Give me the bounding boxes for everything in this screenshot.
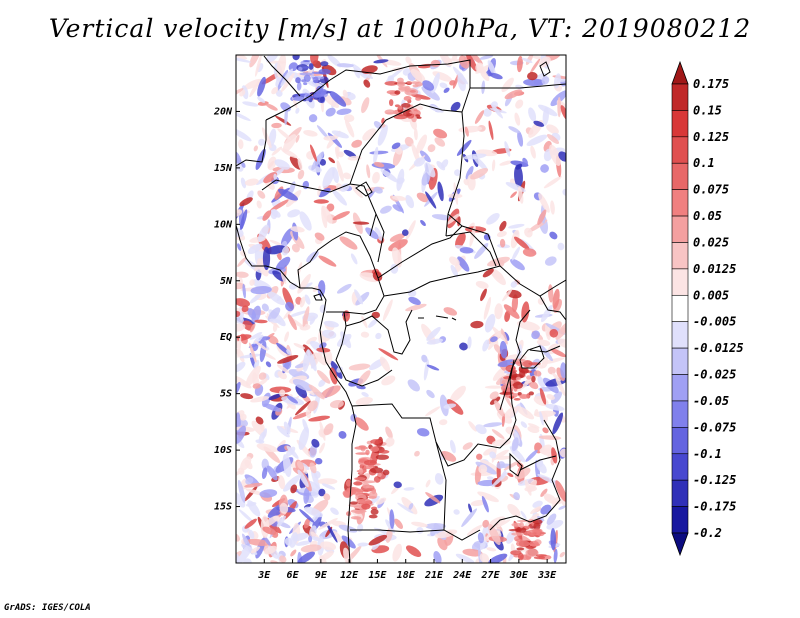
- colorbar-level-label: -0.025: [693, 368, 736, 382]
- colorbar-swatch: [671, 321, 689, 349]
- velocity-field: [236, 55, 566, 563]
- colorbar-level-label: -0.0125: [693, 341, 744, 355]
- lat-tick-label: 20N: [213, 106, 233, 117]
- lon-tick-label: 30E: [509, 570, 529, 581]
- lon-tick-label: 3E: [257, 570, 271, 581]
- lon-tick-label: 6E: [287, 570, 300, 581]
- colorbar-level-label: 0.005: [693, 288, 729, 302]
- colorbar-swatch: [671, 479, 689, 507]
- colorbar-level-label: -0.075: [693, 420, 736, 434]
- colorbar-swatch: [671, 294, 689, 323]
- colorbar-swatch: [671, 347, 689, 375]
- lat-tick-label: 10N: [214, 219, 233, 230]
- colorbar-level-label: 0.125: [693, 130, 729, 144]
- lon-tick-label: 24E: [452, 570, 472, 581]
- lat-tick-label: 5N: [220, 276, 233, 287]
- colorbar-level-label: -0.125: [693, 473, 736, 487]
- colorbar-swatch: [671, 215, 689, 243]
- colorbar-swatch: [671, 189, 689, 217]
- lat-tick-label: 10S: [214, 445, 232, 456]
- country-borders: [236, 55, 566, 563]
- colorbar-swatch: [671, 110, 689, 138]
- plot-frame: [235, 54, 567, 564]
- credit-label: GrADS: IGES/COLA: [4, 603, 91, 613]
- lon-tick-label: 21E: [424, 570, 444, 581]
- lat-tick-label: 15N: [214, 163, 233, 174]
- lon-tick-label: 27E: [481, 570, 501, 581]
- colorbar-level-label: -0.1: [693, 447, 722, 461]
- colorbar-level-label: -0.175: [693, 500, 736, 514]
- colorbar-swatch: [671, 506, 689, 534]
- lat-tick-label: 15S: [214, 502, 232, 513]
- longitude-axis: 3E 6E 9E 12E 15E 18E 21E 24E 27E 30E 33E: [257, 559, 557, 581]
- colorbar-level-label: 0.15: [693, 103, 722, 117]
- colorbar-level-label: 0.075: [693, 183, 729, 197]
- lat-tick-label: EQ: [220, 332, 232, 343]
- colorbar-swatch: [671, 400, 689, 428]
- lon-tick-label: 15E: [368, 570, 387, 581]
- lon-tick-label: 18E: [397, 570, 416, 581]
- colorbar-swatch: [671, 162, 689, 190]
- lon-tick-label: 33E: [537, 570, 557, 581]
- map-title: Vertical velocity [m/s] at 1000hPa, VT: …: [48, 14, 752, 43]
- colorbar-level-label: 0.1: [693, 156, 715, 170]
- lat-tick-label: 5S: [220, 389, 232, 400]
- colorbar-swatch: [671, 268, 689, 296]
- colorbar-level-label: 0.175: [693, 77, 729, 91]
- latitude-axis: 20N 15N 10N 5N EQ 5S 10S 15S: [213, 106, 240, 513]
- colorbar-swatch: [671, 374, 689, 402]
- colorbar-swatch: [671, 136, 689, 164]
- colorbar-level-label: 0.025: [693, 235, 729, 249]
- lon-tick-label: 12E: [340, 570, 359, 581]
- colorbar-level-label: 0.0125: [693, 262, 736, 276]
- lon-tick-label: 9E: [315, 570, 328, 581]
- colorbar-max-arrow: [671, 60, 689, 85]
- colorbar-swatch: [671, 242, 689, 270]
- colorbar-level-label: -0.2: [693, 526, 722, 540]
- colorbar-swatch: [671, 83, 689, 111]
- colorbar-swatch: [671, 453, 689, 481]
- colorbar-level-label: -0.05: [693, 394, 729, 408]
- colorbar-level-label: -0.005: [693, 315, 736, 329]
- colorbar: 0.175 0.15 0.125 0.1 0.075 0.05 0.025 0.0125 0.0…: [671, 60, 744, 557]
- colorbar-swatch: [671, 427, 689, 455]
- colorbar-min-arrow: [671, 532, 689, 557]
- colorbar-level-label: 0.05: [693, 209, 722, 223]
